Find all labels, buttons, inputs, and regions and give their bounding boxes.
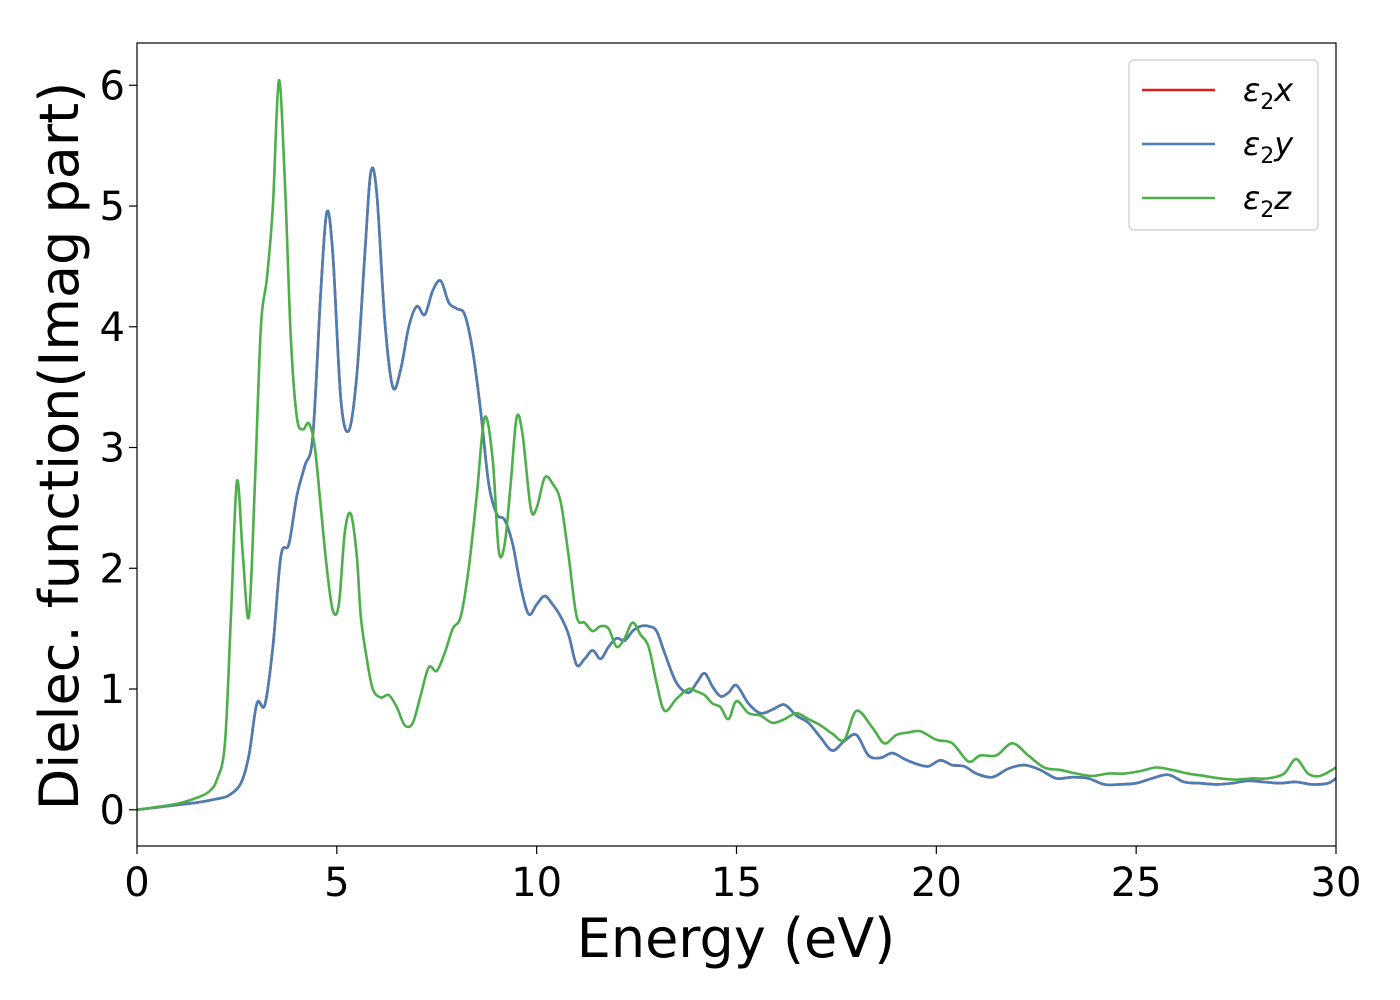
series-line-y [137,166,1336,812]
x-axis-label: Energy (eV) [577,907,896,970]
x-tick-label: 0 [124,860,149,906]
legend-axis-letter: x [1273,71,1294,109]
legend-box [1128,59,1319,231]
x-tick-label: 15 [711,860,762,906]
legend-subscript: 2 [1260,198,1274,223]
y-tick-label: 1 [100,667,125,713]
y-tick-label: 4 [100,305,125,351]
legend-label-z: ε2z [1243,179,1292,223]
legend-axis-letter: y [1273,125,1294,163]
legend-label-y: ε2y [1243,125,1294,169]
legend-axis-letter: z [1273,179,1292,217]
y-tick-label: 0 [100,788,125,834]
y-tick-label: 3 [100,426,125,472]
legend-label-x: ε2x [1243,71,1294,115]
series-line-z [137,79,1336,812]
legend-symbol: ε [1243,71,1260,109]
y-tick-label: 2 [100,546,125,592]
legend-subscript: 2 [1260,90,1274,115]
legend-subscript: 2 [1260,144,1274,169]
y-axis-label: Dielec. function(Imag part) [28,82,91,811]
x-tick-label: 20 [911,860,962,906]
y-axis-ticks: 0 1 2 3 4 5 6 [100,63,137,834]
x-axis-ticks: 0 5 10 15 20 25 30 [124,846,1361,906]
y-tick-label: 6 [100,63,125,109]
legend-symbol: ε [1243,125,1260,163]
x-tick-label: 30 [1311,860,1362,906]
legend-symbol: ε [1243,179,1260,217]
x-tick-label: 10 [511,860,562,906]
x-tick-label: 5 [324,860,349,906]
y-tick-label: 5 [100,184,125,230]
x-tick-label: 25 [1111,860,1162,906]
series-line-x [137,166,1336,812]
series-group [137,79,1336,812]
